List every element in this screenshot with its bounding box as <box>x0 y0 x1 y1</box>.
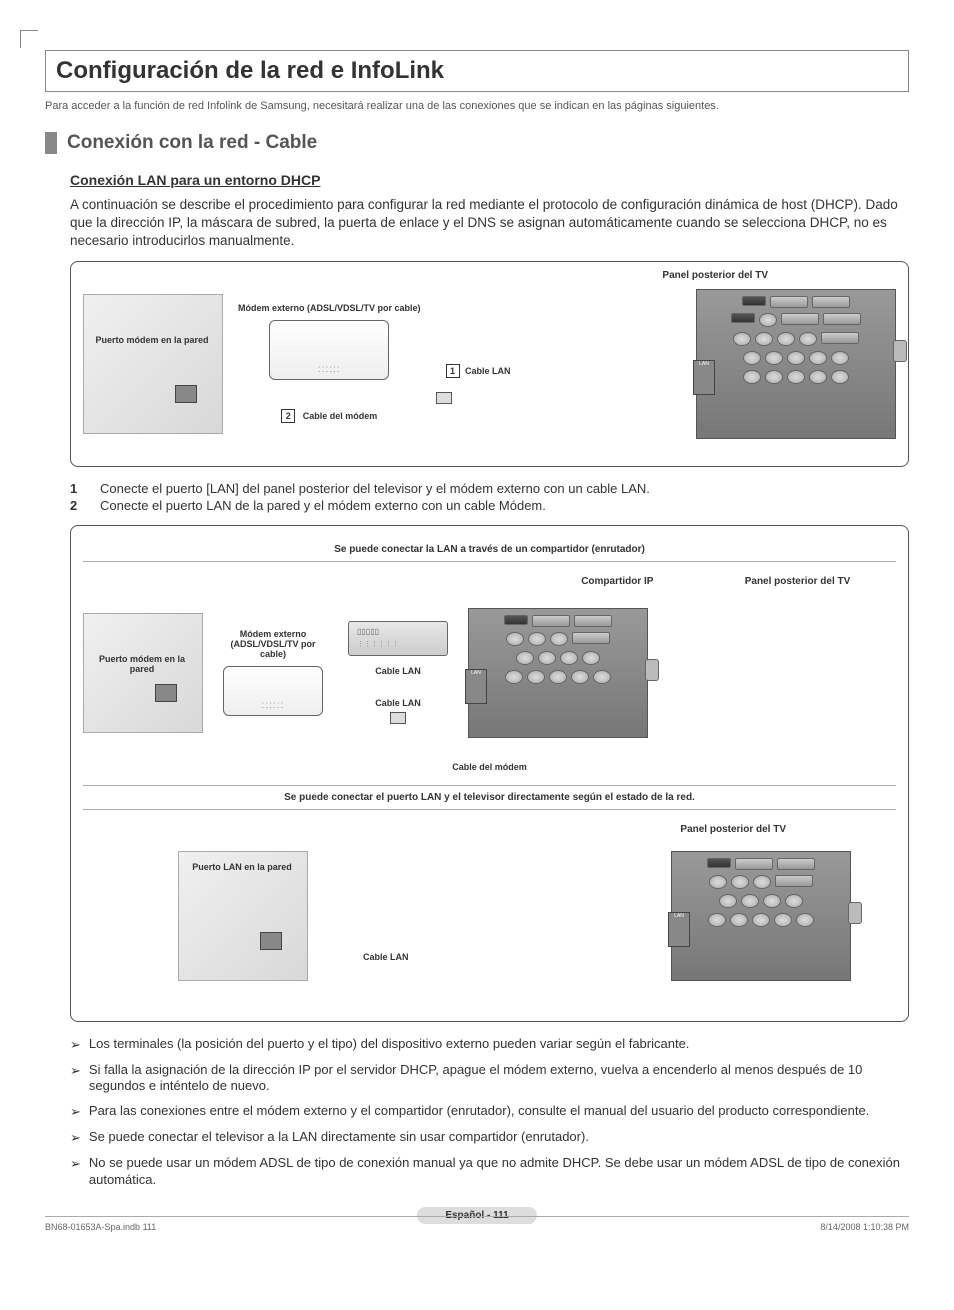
wall-port-label-2: Puerto módem en la pared <box>92 654 192 674</box>
cable-area: 1 Cable LAN <box>436 334 681 394</box>
lan-port-icon: LAN <box>693 360 715 395</box>
tv-rear-panel-3: LAN <box>671 851 851 981</box>
tv-panel-label-2: Panel posterior del TV <box>745 576 851 587</box>
footer-timestamp: 8/14/2008 1:10:38 PM <box>820 1222 909 1232</box>
plug-icon <box>436 392 452 404</box>
step2-box: 2 <box>281 409 295 423</box>
step-num-1: 1 <box>70 481 82 496</box>
wall-panel-2: Puerto módem en la pared <box>83 613 203 733</box>
router-heading: Compartidor IP <box>581 576 653 587</box>
arrow-icon: ➢ <box>70 1063 81 1096</box>
arrow-icon: ➢ <box>70 1156 81 1189</box>
diagram-router-direct: Se puede conectar la LAN a través de un … <box>70 525 909 1022</box>
modem-icon-2 <box>223 666 323 716</box>
cable-lan-label-3: Cable LAN <box>363 952 409 962</box>
note-5: No se puede usar un módem ADSL de tipo d… <box>89 1155 909 1189</box>
main-title: Configuración de la red e InfoLink <box>45 50 909 92</box>
wall-port-label: Puerto módem en la pared <box>92 335 212 345</box>
tv-panel-label-3: Panel posterior del TV <box>680 824 786 835</box>
cable-modem-label: Cable del módem <box>303 411 378 421</box>
notes-list: ➢ Los terminales (la posición del puerto … <box>70 1036 909 1189</box>
content-block: Conexión LAN para un entorno DHCP A cont… <box>45 172 909 1189</box>
diagram-dhcp-modem: Panel posterior del TV Puerto módem en l… <box>70 261 909 467</box>
plug-icon-2 <box>390 712 406 724</box>
wall-panel: Puerto módem en la pared <box>83 294 223 434</box>
body-text: A continuación se describe el procedimie… <box>70 196 909 251</box>
ant-port-icon-3 <box>848 902 862 924</box>
cable-area-3: Cable LAN <box>323 886 656 946</box>
lan-port-icon-3: LAN <box>668 912 690 947</box>
modem-icon <box>269 320 389 380</box>
cable-lan-r1: Cable LAN <box>375 666 421 676</box>
ant-port-icon-2 <box>645 659 659 681</box>
note-4: Se puede conectar el televisor a la LAN … <box>89 1129 589 1147</box>
arrow-icon: ➢ <box>70 1104 81 1121</box>
caption-router: Se puede conectar la LAN a través de un … <box>83 538 896 562</box>
crop-mark <box>20 30 40 50</box>
step1-box: 1 <box>446 364 460 378</box>
lan-port-icon-2: LAN <box>465 669 487 704</box>
wall-port-icon-3 <box>260 932 282 950</box>
cable-lan-label: Cable LAN <box>465 366 511 376</box>
note-3: Para las conexiones entre el módem exter… <box>89 1103 869 1121</box>
section-title: Conexión con la red - Cable <box>45 132 909 154</box>
step-list: 1 Conecte el puerto [LAN] del panel poste… <box>70 481 909 513</box>
footer-file: BN68-01653A-Spa.indb 111 <box>45 1222 156 1232</box>
tv-rear-panel-2: LAN <box>468 608 648 738</box>
wall-port-icon-2 <box>155 684 177 702</box>
note-1: Los terminales (la posición del puerto y… <box>89 1036 690 1054</box>
tv-panel-label: Panel posterior del TV <box>662 270 768 281</box>
sub-title: Conexión LAN para un entorno DHCP <box>70 172 909 188</box>
caption-direct: Se puede conectar el puerto LAN y el tel… <box>83 785 896 810</box>
print-footer: BN68-01653A-Spa.indb 111 8/14/2008 1:10:… <box>45 1222 909 1232</box>
wall-port-icon <box>175 385 197 403</box>
wall-lan-label: Puerto LAN en la pared <box>187 862 297 872</box>
modem-label-2: Módem externo (ADSL/VDSL/TV por cable) <box>218 629 328 659</box>
tv-rear-panel: LAN <box>696 289 896 439</box>
ant-port-icon <box>893 340 907 362</box>
router-block: Cable LAN Cable LAN <box>343 621 453 724</box>
step-text-2: Conecte el puerto LAN de la pared y el m… <box>100 498 546 513</box>
modem-label: Módem externo (ADSL/VDSL/TV por cable) <box>238 303 421 313</box>
cable-lan-r2: Cable LAN <box>375 698 421 708</box>
wall-panel-3: Puerto LAN en la pared <box>178 851 308 981</box>
arrow-icon: ➢ <box>70 1130 81 1147</box>
note-2: Si falla la asignación de la dirección I… <box>89 1062 909 1096</box>
cable-modem-label-2: Cable del módem <box>452 762 527 772</box>
arrow-icon: ➢ <box>70 1037 81 1054</box>
router-icon <box>348 621 448 656</box>
step-text-1: Conecte el puerto [LAN] del panel poster… <box>100 481 650 496</box>
step-num-2: 2 <box>70 498 82 513</box>
intro-text: Para acceder a la función de red Infolin… <box>45 100 909 112</box>
